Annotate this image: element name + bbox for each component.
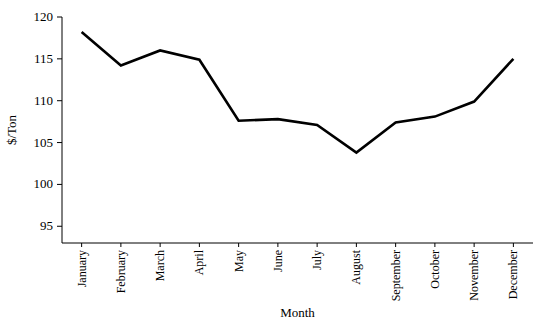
y-axis-label: $/Ton xyxy=(4,114,19,145)
y-tick xyxy=(57,184,62,185)
x-tick xyxy=(474,243,475,247)
y-tick xyxy=(57,58,62,59)
x-tick xyxy=(513,243,514,247)
y-tick xyxy=(57,142,62,143)
y-tick-label: 110 xyxy=(34,93,53,108)
plot-area xyxy=(82,32,514,153)
y-tick xyxy=(57,226,62,227)
x-tick-label: March xyxy=(153,250,167,281)
x-tick-label: January xyxy=(75,250,89,287)
x-tick-label: November xyxy=(467,250,481,301)
x-tick-label: February xyxy=(114,250,128,293)
x-tick xyxy=(160,243,161,247)
x-tick-label: September xyxy=(389,250,403,301)
x-tick xyxy=(395,243,396,247)
chart-svg: 95 100 105 110 115 120 January February March Apr… xyxy=(0,0,550,327)
x-axis-label: Month xyxy=(280,305,315,320)
x-tick-label: May xyxy=(232,250,246,272)
x-tick-label: October xyxy=(428,250,442,289)
y-tick xyxy=(57,100,62,101)
y-tick-label: 115 xyxy=(34,51,53,66)
chart-container: 95 100 105 110 115 120 January February March Apr… xyxy=(0,0,550,327)
x-tick xyxy=(120,243,121,247)
x-tick xyxy=(434,243,435,247)
x-tick xyxy=(81,243,82,247)
x-tick-label: July xyxy=(310,250,324,270)
y-axis-line xyxy=(62,17,63,243)
y-tick-label: 100 xyxy=(34,176,54,191)
x-tick xyxy=(317,243,318,247)
x-tick xyxy=(199,243,200,247)
x-axis-line xyxy=(62,243,533,244)
y-tick xyxy=(57,17,62,18)
y-tick-label: 95 xyxy=(40,218,53,233)
x-tick xyxy=(356,243,357,247)
x-tick-label: June xyxy=(271,250,285,272)
x-tick-label: April xyxy=(192,249,206,275)
x-tick-label: August xyxy=(349,249,363,284)
x-tick xyxy=(277,243,278,247)
data-line xyxy=(82,32,514,153)
y-tick-label: 120 xyxy=(34,9,54,24)
y-tick-label: 105 xyxy=(34,135,54,150)
x-tick xyxy=(238,243,239,247)
x-tick-label: December xyxy=(506,250,520,299)
